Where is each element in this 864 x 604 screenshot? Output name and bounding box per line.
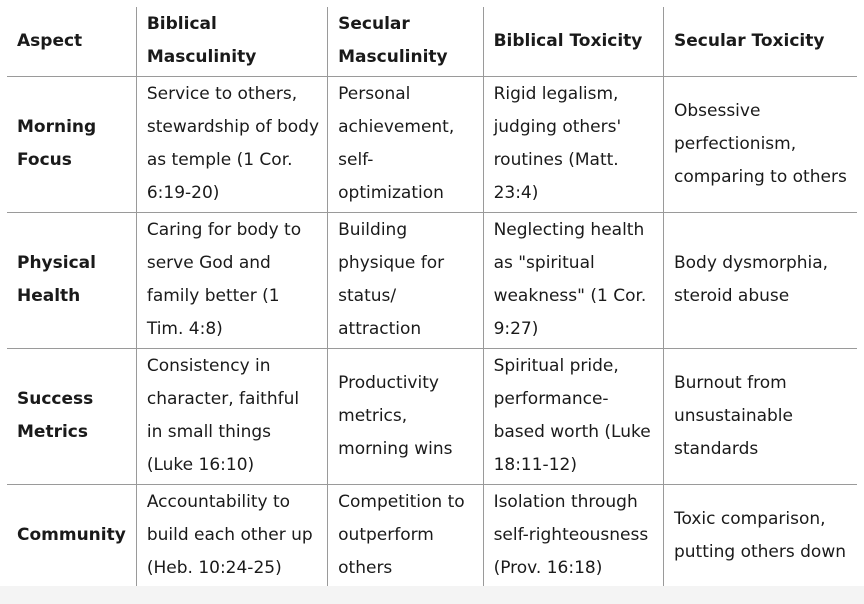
header-biblical-toxicity: Biblical Toxicity: [482, 7, 664, 77]
biblical-toxicity-cell: Isolation through self-righteousness (Pr…: [482, 483, 664, 587]
header-secular-toxicity: Secular Toxicity: [662, 7, 857, 77]
biblical-toxicity-cell: Spiritual pride, performance-based worth…: [482, 347, 664, 485]
biblical-masculinity-cell: Caring for body to serve God and family …: [135, 211, 329, 349]
secular-toxicity-cell: Toxic comparison, putting others down: [662, 483, 857, 587]
table-row: Success Metrics Consistency in character…: [7, 347, 857, 485]
table-row: Community Accountability to build each o…: [7, 483, 857, 587]
biblical-masculinity-cell: Accountability to build each other up (H…: [135, 483, 329, 587]
comparison-table: Aspect Biblical Masculinity Secular Masc…: [7, 7, 857, 587]
row-aspect-cell: Morning Focus: [7, 75, 137, 213]
row-aspect-cell: Physical Health: [7, 211, 137, 349]
secular-masculinity-cell: Productivity metrics, morning wins: [327, 347, 484, 485]
secular-toxicity-cell: Burnout from unsustainable standards: [662, 347, 857, 485]
secular-masculinity-cell: Building physique for status/ attraction: [327, 211, 484, 349]
biblical-toxicity-cell: Neglecting health as "spiritual weakness…: [482, 211, 664, 349]
header-biblical-masculinity: Biblical Masculinity: [135, 7, 329, 77]
header-secular-masculinity: Secular Masculinity: [327, 7, 484, 77]
secular-toxicity-cell: Body dysmorphia, steroid abuse: [662, 211, 857, 349]
secular-masculinity-cell: Personal achievement, self-optimization: [327, 75, 484, 213]
row-aspect-cell: Success Metrics: [7, 347, 137, 485]
biblical-masculinity-cell: Consistency in character, faithful in sm…: [135, 347, 329, 485]
biblical-toxicity-cell: Rigid legalism, judging others' routines…: [482, 75, 664, 213]
row-aspect-cell: Community: [7, 483, 137, 587]
table-row: Morning Focus Service to others, steward…: [7, 75, 857, 213]
header-aspect: Aspect: [7, 7, 137, 77]
table-header-row: Aspect Biblical Masculinity Secular Masc…: [7, 7, 857, 77]
biblical-masculinity-cell: Service to others, stewardship of body a…: [135, 75, 329, 213]
table-row: Physical Health Caring for body to serve…: [7, 211, 857, 349]
secular-masculinity-cell: Competition to outperform others: [327, 483, 484, 587]
table-bottom-edge: [0, 586, 864, 604]
secular-toxicity-cell: Obsessive perfectionism, comparing to ot…: [662, 75, 857, 213]
